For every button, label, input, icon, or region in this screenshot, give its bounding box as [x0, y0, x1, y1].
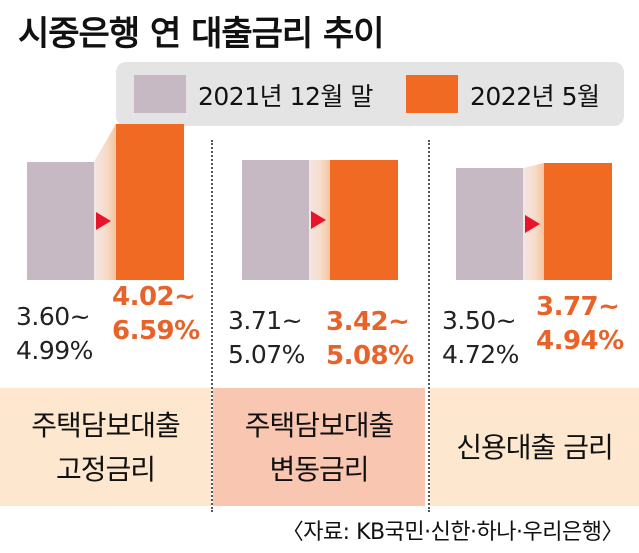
bar-2021-2: [242, 159, 309, 280]
category-label-1-line2: 고정금리: [55, 453, 156, 486]
arrow-icon: [96, 211, 111, 230]
value-old-2-line2: 5.07%: [228, 340, 305, 369]
value-new-1-line2: 6.59%: [112, 316, 200, 346]
category-bg-3: [430, 388, 639, 506]
bar-2022-3: [544, 162, 612, 280]
value-old-3-line1: 3.50~: [442, 306, 517, 335]
category-label-2-line2: 변동금리: [269, 453, 369, 486]
category-label-2: 주택담보대출 변동금리: [213, 396, 425, 500]
divider-1: [211, 140, 213, 512]
value-new-3-line1: 3.77~: [536, 292, 620, 322]
divider-2: [428, 140, 430, 512]
value-new-2-line1: 3.42~: [326, 307, 410, 337]
source-note: 〈자료: KB국민·신한·하나·우리은행〉: [281, 520, 624, 545]
arrow-icon: [525, 215, 540, 234]
bar-2022-1: [116, 123, 184, 280]
value-old-2-line1: 3.71~: [228, 306, 303, 335]
arrow-icon: [311, 210, 326, 229]
category-label-1-line1: 주택담보대출: [31, 409, 181, 442]
category-bg-2: [213, 388, 425, 506]
category-bg-1: [0, 388, 211, 506]
value-new-3: 3.77~ 4.94%: [536, 290, 624, 358]
value-new-1-line1: 4.02~: [112, 282, 196, 312]
category-label-3: 신용대출 금리: [430, 396, 639, 500]
value-new-3-line2: 4.94%: [536, 326, 624, 356]
value-new-1: 4.02~ 6.59%: [112, 280, 200, 348]
legend-label-2021: 2021년 12월 말: [198, 82, 373, 111]
legend-swatch-2022: [406, 75, 458, 113]
value-old-3-line2: 4.72%: [442, 340, 519, 369]
chart-title: 시중은행 연 대출금리 추이: [18, 14, 385, 54]
value-old-1-line1: 3.60~: [16, 302, 91, 331]
category-label-3-line1: 신용대출 금리: [456, 431, 613, 464]
bar-2021-3: [456, 168, 523, 280]
bar-2021-1: [27, 161, 94, 280]
value-old-2: 3.71~ 5.07%: [228, 304, 305, 372]
legend: 2021년 12월 말 2022년 5월: [116, 62, 624, 126]
category-label-1: 주택담보대출 고정금리: [0, 396, 211, 500]
legend-swatch-2021: [134, 75, 186, 113]
value-old-1: 3.60~ 4.99%: [16, 300, 93, 368]
bar-2022-2: [330, 159, 398, 280]
flow-connector-1: [94, 123, 116, 280]
legend-label-2022: 2022년 5월: [470, 82, 600, 111]
value-new-2: 3.42~ 5.08%: [326, 305, 414, 373]
value-old-1-line2: 4.99%: [16, 336, 93, 365]
category-label-2-line1: 주택담보대출: [244, 409, 395, 442]
value-old-3: 3.50~ 4.72%: [442, 304, 519, 372]
value-new-2-line2: 5.08%: [326, 341, 414, 371]
